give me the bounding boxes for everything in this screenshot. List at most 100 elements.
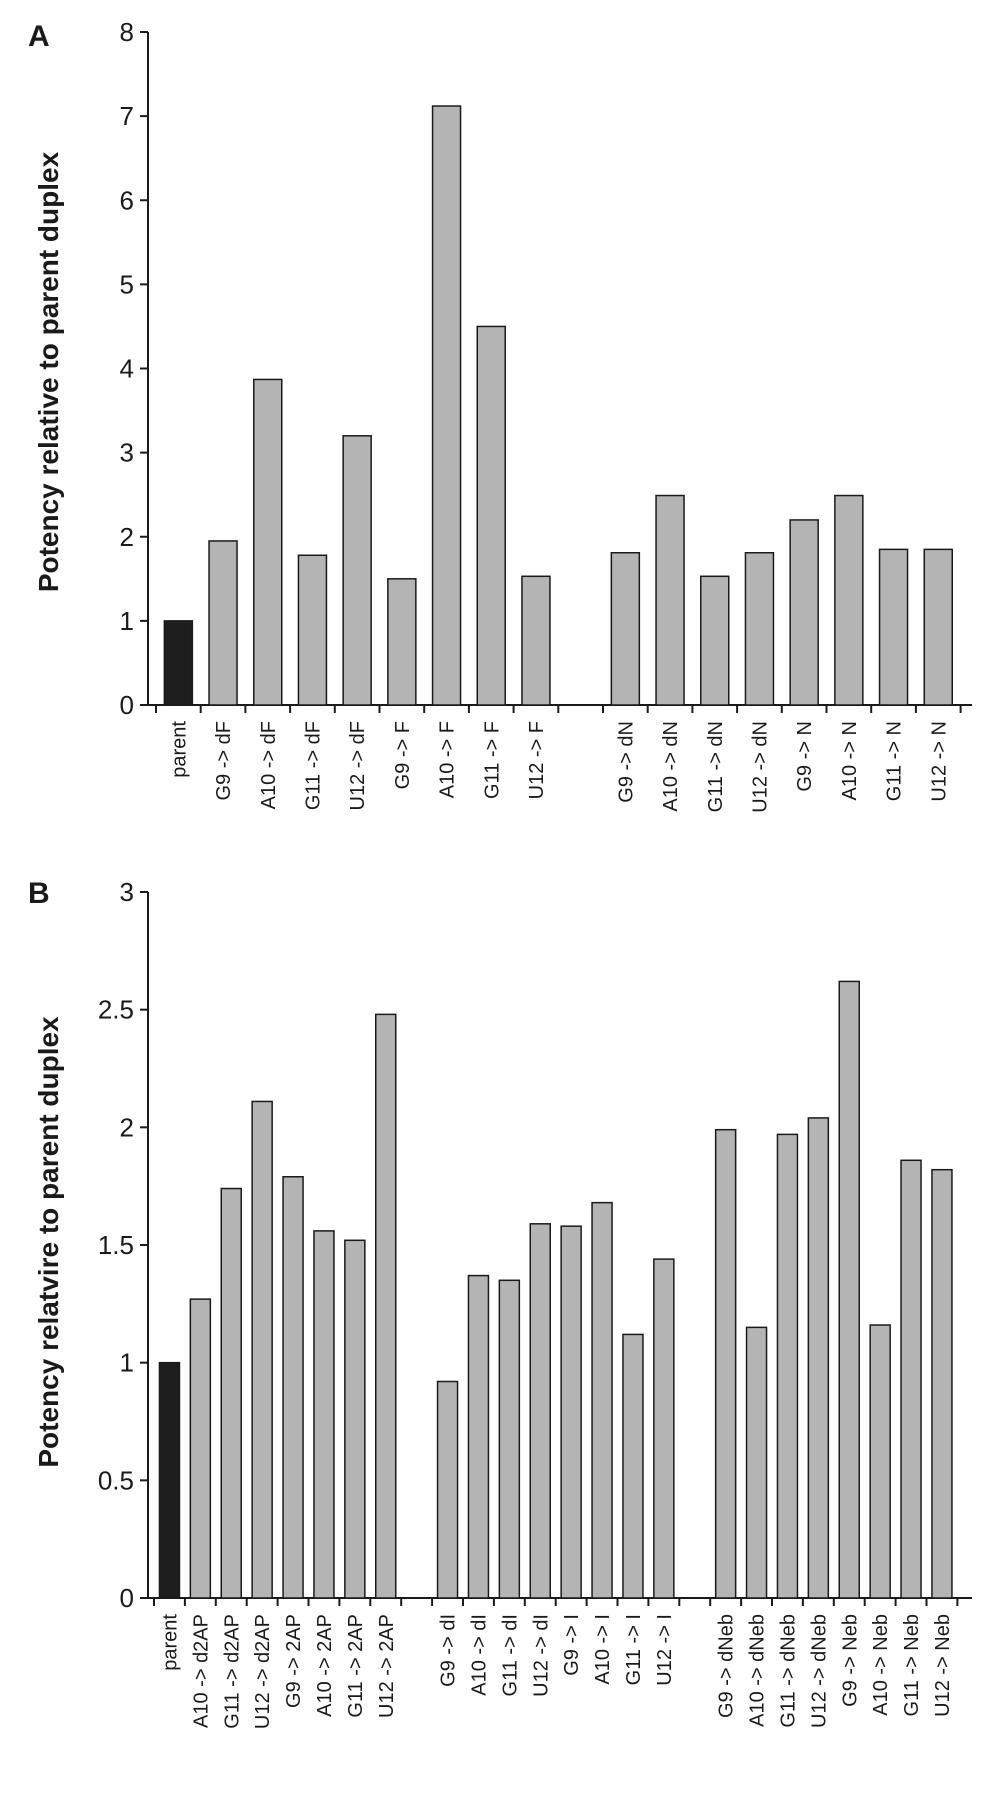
panel-b-x-tick-label: U12 -> d2AP [252,1614,274,1729]
panel-a-bar [342,435,372,706]
panel-b-x-tick-label: U12 -> dI [530,1614,552,1697]
panel-a-bar [744,551,775,706]
panel-b-x-tick-label: U12 -> 2AP [376,1614,398,1718]
panel-b-x-tick-label: G9 -> 2AP [283,1614,305,1708]
panel-a-y-tick-label: 2 [120,522,134,552]
panel-a-bar [163,620,194,706]
panel-b-x-tick-label: U12 -> dNeb [808,1614,830,1728]
panel-a-bar [521,575,551,706]
panel-b-y-tick-label: 2 [120,1112,134,1142]
panel-a-bar [387,578,417,706]
panel-b-bar [251,1100,273,1599]
panel-b-x-tick-label: A10 -> dI [468,1614,490,1696]
panel-b-bar [653,1258,675,1599]
panel-a-chart: A Potency relative to parent duplex 0 1 2 3… [28,17,972,813]
panel-b-bar [189,1298,212,1599]
panel-b-bar [776,1133,799,1599]
panel-b-bar [714,1128,737,1599]
panel-a-bar [476,325,506,706]
panel-a-x-tick-label: G11 -> F [481,721,503,799]
panel-b-bar [838,980,860,1599]
panel-b-y-tick-label: 1.5 [98,1230,134,1260]
panel-b-chart: B Potency relatvire to parent duplex 0 0.… [28,877,972,1729]
panel-b-x-tick-label: A10 -> Neb [870,1614,892,1716]
panel-a-x-tick-label: G11 -> dN [705,721,727,812]
panel-b-bar [931,1168,953,1599]
panel-a-y-tick-label: 4 [120,354,134,384]
panel-b-y-axis-label: Potency relatvire to parent duplex [33,1016,64,1468]
panel-b-bar [282,1176,304,1599]
panel-a-x-tick-label: G9 -> F [392,721,414,789]
panel-a-y-tick-label: 3 [120,438,134,468]
panel-a-x-tick-label: U12 -> dN [749,721,771,813]
panel-b-y-tick-label: 1 [120,1348,134,1378]
panel-a-y-tick-label: 1 [120,606,134,636]
panel-a-x-tick-label: G11 -> dF [302,721,324,810]
panel-b-y-tick-label: 3 [120,877,134,907]
panel-a-x-tick-label: G9 -> N [794,721,816,792]
panel-a-y-axis-label: Potency relative to parent duplex [33,151,64,592]
panel-a-x-tick-label: G9 -> dF [213,721,235,800]
panel-b-bar [375,1013,397,1599]
panel-b-x-tick-label: A10 -> d2AP [190,1614,212,1728]
panel-b-x-tick-label: A10 -> 2AP [314,1614,336,1717]
panel-b-bar [591,1201,613,1599]
panel-a-letter: A [28,20,50,53]
panel-b-x-tick-label: G9 -> dI [438,1614,460,1687]
panel-a-bar [253,378,283,706]
panel-b-bar [900,1159,922,1599]
panel-a-bar [700,575,730,706]
panel-b-x-tick-label: G11 -> d2AP [221,1614,243,1729]
panel-b-x-tick-label: G11 -> dNeb [777,1614,799,1728]
panel-b-letter: B [28,877,50,910]
panel-a-y-tick-label: 5 [120,269,134,299]
panel-a-bar [431,105,462,706]
panel-b-bar [529,1223,551,1599]
panel-b-bar [560,1225,582,1599]
panel-a-bar [610,551,641,706]
panel-b-x-tick-label: U12 -> I [654,1614,676,1686]
panel-b-bar [467,1274,490,1599]
panel-a-bar [789,519,819,706]
panel-a-x-tick-label: U12 -> F [526,721,548,799]
panel-b-bar [220,1187,242,1599]
panel-a-bar [878,548,909,706]
panel-b-x-tick-label: A10 -> I [592,1614,614,1685]
panel-a-bar [208,540,238,706]
panel-b-bar [745,1326,768,1599]
panel-b-x-tick-label: parent [159,1614,181,1671]
panel-b-bar [344,1239,366,1599]
panel-b-x-tick-label: U12 -> Neb [932,1614,954,1717]
panel-b-bar [869,1324,891,1599]
panel-a-y-tick-label: 0 [120,690,134,720]
panel-b-x-tick-label: A10 -> dNeb [747,1614,769,1727]
panel-b-x-tick-label: G9 -> I [561,1614,583,1676]
panel-a-x-tick-label: parent [168,721,190,778]
panel-a-y-tick-label: 8 [120,17,134,47]
panel-a-bar [923,548,953,706]
panel-a-x-tick-label: A10 -> F [437,721,459,798]
panel-a-x-tick-label: A10 -> N [839,721,861,800]
panel-b-x-tick-label: G9 -> dNeb [716,1614,738,1718]
panel-a-x-tick-label: A10 -> dF [258,721,280,809]
panel-b-bar [622,1333,644,1599]
panel-b-x-tick-label: G11 -> dI [499,1614,521,1696]
panel-b-x-tick-label: G11 -> 2AP [345,1614,367,1718]
panel-b-y-tick-label: 2.5 [98,995,134,1025]
panel-a-bar [834,494,864,706]
panel-a-x-tick-label: A10 -> dN [660,721,682,812]
panel-a-bar [655,494,685,706]
panel-b-bar [158,1361,181,1599]
panel-a-bar [297,554,328,706]
panel-a-x-tick-label: U12 -> dF [347,721,369,810]
panel-b-y-tick-label: 0 [120,1583,134,1613]
panel-b-bar [498,1279,521,1599]
panel-b-x-tick-label: G9 -> Neb [839,1614,861,1707]
panel-b-x-tick-label: G11 -> Neb [901,1614,923,1716]
panel-b-x-tick-label: G11 -> I [623,1614,645,1685]
panel-a-x-tick-label: U12 -> N [928,721,950,802]
panel-a-y-tick-label: 7 [120,101,134,131]
panel-a-x-tick-label: G11 -> N [884,721,906,801]
panel-b-bar [436,1380,459,1599]
